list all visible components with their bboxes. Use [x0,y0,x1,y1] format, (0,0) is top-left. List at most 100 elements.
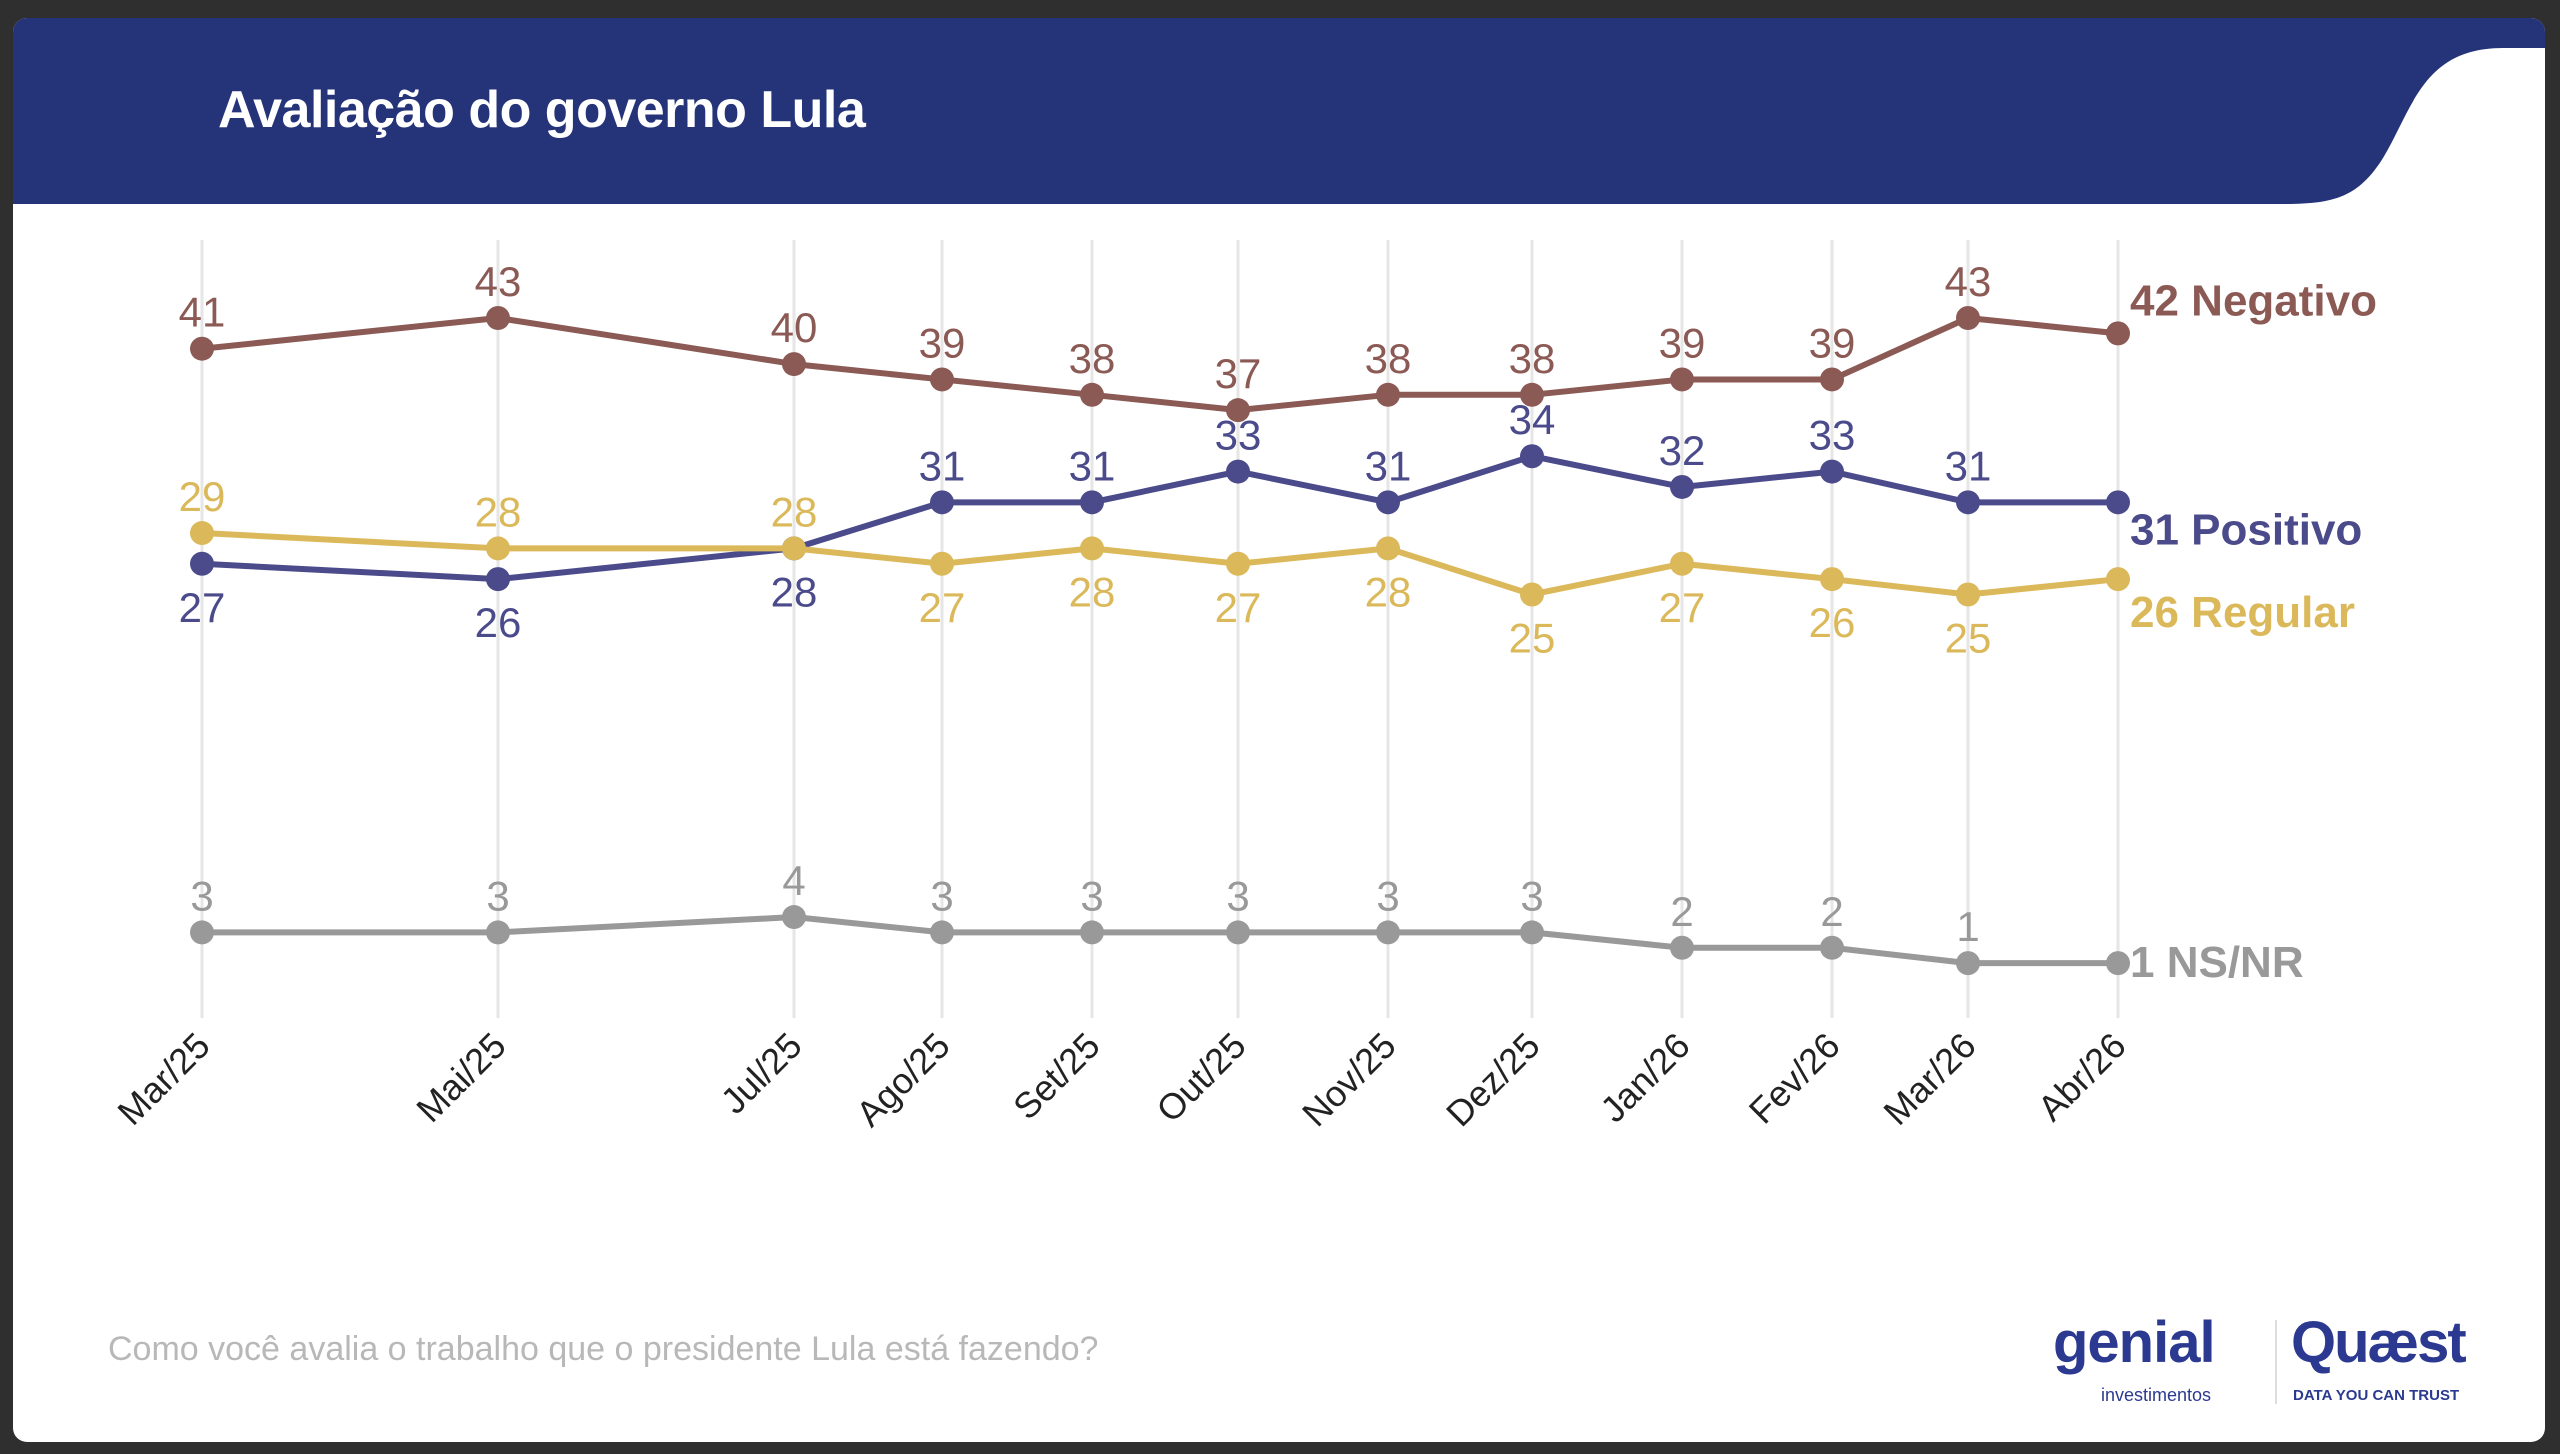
data-point [2106,951,2130,976]
data-label: 41 [179,289,226,336]
logo-divider [2275,1320,2277,1404]
data-point [782,905,806,930]
data-label: 38 [1365,335,1412,382]
data-label: 39 [1809,319,1856,366]
x-tick-label: Mar/25 [109,1025,217,1133]
chart-card: Avaliação do governo Lula Mar/25 Mai/25 Ju… [13,18,2545,1442]
data-point [930,551,954,576]
header-banner [13,18,2545,204]
data-label: 1 [1956,903,1979,950]
data-label: 28 [771,488,818,535]
data-point [1226,459,1250,484]
data-point [1520,444,1544,469]
data-label: 27 [179,584,226,631]
series-line-negativo [201,315,2119,414]
series-line-positivo [201,453,2118,583]
data-label: 39 [1659,319,1706,366]
data-point [930,920,954,945]
data-point [1820,567,1844,592]
chart-title: Avaliação do governo Lula [218,81,866,139]
data-label: 31 [1069,442,1116,489]
data-point [1080,536,1104,561]
line-chart: Mar/25 Mai/25 Jul/25 Ago/25 Set/25 Out/25 Nov/… [109,240,2377,1135]
x-tick-label: Mai/25 [408,1025,513,1130]
quaest-logo-sub: DATA YOU CAN TRUST [2293,1387,2460,1404]
data-label: 43 [1945,258,1992,305]
data-point [1670,935,1694,960]
data-label: 33 [1809,412,1856,459]
data-label: 26 [1809,599,1856,646]
data-point [1080,382,1104,407]
data-point [1520,582,1544,607]
data-label: 32 [1659,427,1706,474]
x-tick-label: Dez/25 [1438,1025,1548,1135]
x-tick-label: Abr/26 [2030,1025,2134,1129]
data-point [930,490,954,515]
data-label: 31 [1365,442,1412,489]
data-point [190,920,214,945]
data-point [782,536,806,561]
data-point [486,920,510,945]
x-tick-label: Nov/25 [1294,1025,1404,1135]
data-point [1520,920,1544,945]
data-point [1956,582,1980,607]
data-label: 28 [475,488,522,535]
data-point [1670,474,1694,499]
x-tick-label: Mar/26 [1875,1025,1983,1133]
data-label: 3 [930,872,953,919]
series-end-label: 26 Regular [2130,588,2355,637]
x-tick-label: Jul/25 [713,1025,810,1122]
data-point [1080,920,1104,945]
data-point [1670,551,1694,576]
data-point [486,567,510,592]
quaest-logo: Quæst [2291,1310,2467,1375]
series-line-nsnr [202,914,2118,967]
x-tick-label: Out/25 [1148,1025,1253,1130]
data-label: 3 [1080,872,1103,919]
data-point [1226,398,1250,423]
data-label: 43 [475,258,522,305]
genial-logo: genial [2053,1310,2216,1375]
logos: genial investimentos Quæst DATA YOU CAN … [2053,1314,2513,1424]
series-end-label: 1 NS/NR [2130,938,2304,987]
data-point [1670,367,1694,392]
data-point [190,336,214,361]
x-tick-label: Fev/26 [1741,1025,1848,1132]
data-label: 34 [1509,396,1556,443]
data-point [1820,367,1844,392]
data-point [1226,551,1250,576]
data-label: 3 [190,872,213,919]
data-point [1956,490,1980,515]
data-label: 25 [1509,614,1556,661]
x-tick-label: Set/25 [1005,1025,1108,1128]
data-label: 2 [1670,888,1693,935]
data-label: 3 [1226,872,1249,919]
data-point [190,551,214,576]
data-point [2106,490,2130,515]
data-label: 28 [1365,568,1412,615]
data-point [1376,920,1400,945]
data-point [2106,321,2130,346]
x-tick-label: Jan/26 [1592,1025,1697,1130]
data-point [2106,567,2130,592]
data-point [486,306,510,330]
x-tick-label: Ago/25 [848,1025,958,1135]
survey-question: Como você avalia o trabalho que o presid… [108,1330,1099,1368]
data-label: 29 [179,473,226,520]
genial-logo-sub: investimentos [2101,1385,2212,1405]
data-label: 33 [1215,412,1262,459]
data-label: 3 [1376,872,1399,919]
data-point [1520,382,1544,407]
data-point [1820,459,1844,484]
data-label: 3 [1520,872,1543,919]
series-line-regular [201,530,2119,598]
data-label: 37 [1215,350,1262,397]
data-label: 3 [486,872,509,919]
data-label: 38 [1509,335,1556,382]
data-label: 31 [919,442,966,489]
data-label: 28 [771,568,818,615]
data-point [1956,306,1980,330]
series-end-label: 42 Negativo [2130,276,2377,325]
data-label: 27 [1659,584,1706,631]
data-label: 38 [1069,335,1116,382]
